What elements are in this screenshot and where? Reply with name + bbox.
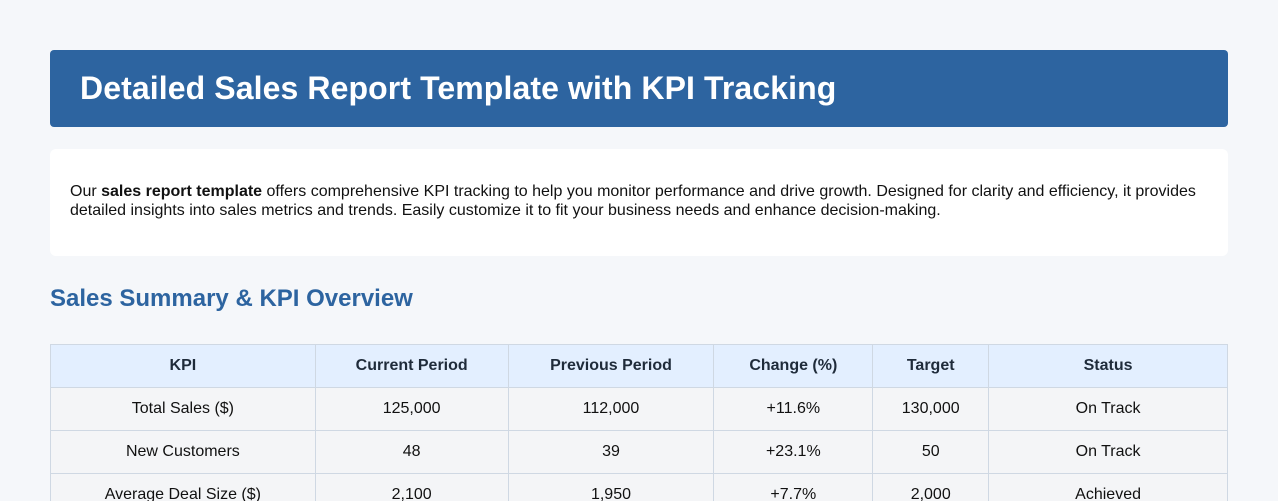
intro-text-bold: sales report template: [101, 183, 263, 200]
status-badge: On Track: [988, 387, 1228, 431]
cell-current: 2,100: [314, 473, 509, 501]
cell-change: +11.6%: [713, 387, 874, 431]
cell-kpi: Average Deal Size ($): [50, 473, 316, 501]
cell-kpi: New Customers: [50, 430, 316, 474]
cell-target: 50: [872, 430, 990, 474]
cell-kpi: Total Sales ($): [50, 387, 316, 431]
status-badge: Achieved: [988, 473, 1228, 501]
intro-card: Our sales report template offers compreh…: [50, 149, 1228, 256]
table-row: Total Sales ($) 125,000 112,000 +11.6% 1…: [50, 387, 1228, 431]
table-row: New Customers 48 39 +23.1% 50 On Track: [50, 430, 1228, 474]
cell-target: 130,000: [872, 387, 990, 431]
column-header-target: Target: [872, 344, 990, 388]
column-header-change: Change (%): [713, 344, 874, 388]
cell-target: 2,000: [872, 473, 990, 501]
intro-text-prefix: Our: [70, 183, 102, 200]
cell-change: +7.7%: [713, 473, 874, 501]
table-row: Average Deal Size ($) 2,100 1,950 +7.7% …: [50, 473, 1228, 501]
intro-text-suffix: offers comprehensive KPI tracking to hel…: [70, 183, 1196, 219]
cell-previous: 1,950: [507, 473, 715, 501]
kpi-table: KPI Current Period Previous Period Chang…: [50, 344, 1228, 501]
column-header-kpi: KPI: [50, 344, 316, 388]
section-title: Sales Summary & KPI Overview: [50, 285, 413, 312]
column-header-status: Status: [988, 344, 1228, 388]
page-title: Detailed Sales Report Template with KPI …: [80, 70, 837, 106]
status-badge: On Track: [988, 430, 1228, 474]
table-header-row: KPI Current Period Previous Period Chang…: [50, 344, 1228, 388]
cell-current: 48: [314, 430, 509, 474]
column-header-current-period: Current Period: [314, 344, 509, 388]
cell-previous: 39: [507, 430, 715, 474]
cell-previous: 112,000: [507, 387, 715, 431]
header-banner: Detailed Sales Report Template with KPI …: [50, 50, 1228, 127]
cell-change: +23.1%: [713, 430, 874, 474]
column-header-previous-period: Previous Period: [507, 344, 715, 388]
cell-current: 125,000: [314, 387, 509, 431]
